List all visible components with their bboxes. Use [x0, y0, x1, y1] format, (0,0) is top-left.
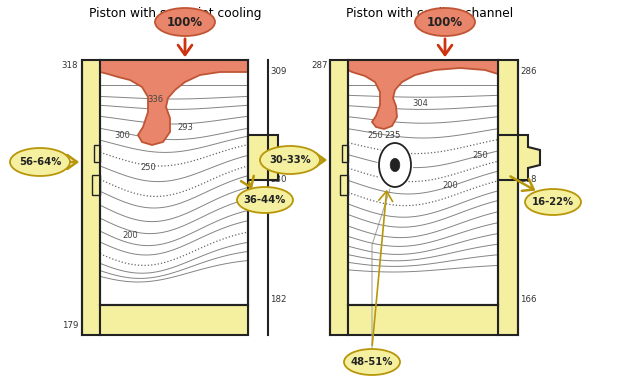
Ellipse shape: [260, 146, 320, 174]
Polygon shape: [82, 60, 100, 335]
Polygon shape: [92, 175, 100, 195]
Polygon shape: [248, 135, 290, 180]
Polygon shape: [498, 135, 540, 180]
Text: 300: 300: [114, 131, 130, 140]
Polygon shape: [340, 175, 348, 195]
Text: 16-22%: 16-22%: [532, 197, 574, 207]
Polygon shape: [498, 60, 518, 335]
Text: 166: 166: [520, 296, 537, 305]
Text: 200: 200: [442, 181, 458, 190]
Text: 182: 182: [270, 296, 286, 305]
Text: 56-64%: 56-64%: [19, 157, 61, 167]
Text: 218: 218: [520, 176, 537, 184]
Text: 30-33%: 30-33%: [269, 155, 311, 165]
Polygon shape: [94, 145, 100, 162]
Text: 304: 304: [412, 99, 428, 108]
Text: 179: 179: [62, 321, 78, 330]
Text: 100%: 100%: [427, 16, 463, 28]
Ellipse shape: [379, 143, 411, 187]
Polygon shape: [330, 60, 348, 335]
Text: 36-44%: 36-44%: [244, 195, 286, 205]
Text: Piston with spray jet cooling: Piston with spray jet cooling: [88, 7, 261, 20]
Text: 250: 250: [140, 163, 156, 172]
Polygon shape: [348, 60, 498, 129]
Text: 318: 318: [61, 60, 78, 69]
Ellipse shape: [415, 8, 475, 36]
Polygon shape: [342, 145, 348, 162]
Ellipse shape: [10, 148, 70, 176]
Text: 287: 287: [312, 60, 328, 69]
Polygon shape: [100, 60, 248, 305]
Polygon shape: [100, 60, 248, 145]
Text: 293: 293: [177, 124, 193, 133]
Text: 286: 286: [520, 67, 537, 76]
Ellipse shape: [525, 189, 581, 215]
Text: 250: 250: [472, 151, 488, 161]
Text: 336: 336: [147, 96, 163, 105]
Text: 309: 309: [270, 67, 286, 76]
Polygon shape: [100, 305, 248, 335]
Polygon shape: [348, 60, 498, 305]
Text: 230: 230: [270, 176, 286, 184]
Text: 235: 235: [385, 131, 401, 140]
Ellipse shape: [155, 8, 215, 36]
Text: 48-51%: 48-51%: [351, 357, 393, 367]
Ellipse shape: [344, 349, 400, 375]
Text: 250: 250: [367, 131, 383, 140]
Ellipse shape: [390, 158, 400, 172]
Ellipse shape: [237, 187, 293, 213]
Text: 100%: 100%: [167, 16, 203, 28]
Text: Piston with cooling channel: Piston with cooling channel: [346, 7, 514, 20]
Polygon shape: [348, 305, 498, 335]
Text: 200: 200: [122, 230, 138, 239]
